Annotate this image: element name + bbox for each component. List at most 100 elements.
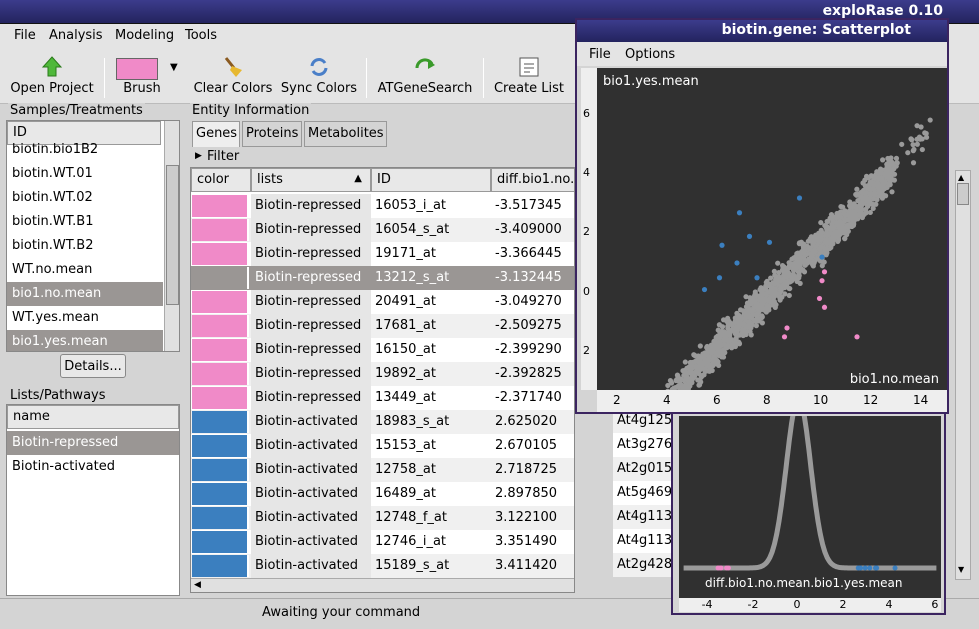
cell-id: 19892_at [375,366,436,381]
color-swatch [192,459,249,481]
sample-item[interactable]: biotin.WT.02 [12,190,93,205]
table-row[interactable]: Biotin-activated 16489_at 2.897850 [191,482,574,506]
scatter-point [716,339,722,345]
list-item-biotin-activated[interactable]: Biotin-activated [12,459,115,474]
app-title: exploRase 0.10 [822,3,943,19]
sample-item[interactable]: biotin.bio1B2 [12,142,99,157]
open-project-button[interactable]: Open Project [6,52,98,102]
sync-icon [310,58,328,76]
scatter-menu-options[interactable]: Options [625,47,676,62]
horizontal-scrollbar[interactable]: ◀ [191,578,574,592]
scatter-point [801,259,807,265]
col-lists-header[interactable]: lists ▲ [251,168,371,192]
chevron-down-icon[interactable]: ▼ [170,62,178,73]
lists-title: Lists/Pathways [8,388,108,403]
samples-id-header[interactable]: ID [7,121,161,145]
density-point [725,565,731,571]
table-row[interactable]: Biotin-activated 15153_at 2.670105 [191,434,574,458]
filter-expander[interactable]: Filter [207,149,240,164]
sync-colors-button[interactable]: Sync Colors [279,52,359,102]
cell-diff: -2.509275 [495,318,562,333]
scatter-point [821,304,828,310]
cell-id: 15153_at [375,438,436,453]
list-item-biotin-repressed[interactable]: Biotin-repressed [7,431,179,455]
tab-genes[interactable]: Genes [192,121,240,147]
cell-diff: 3.411420 [495,558,558,573]
col-color-header[interactable]: color [191,168,251,192]
genes-table: color lists ▲ ID diff.bio1.no... Biotin-r… [190,167,575,593]
sync-colors-label: Sync Colors [280,81,358,96]
details-button[interactable]: Details... [60,354,126,378]
table-row[interactable]: Biotin-repressed 19171_at -3.366445 [191,242,574,266]
table-row[interactable]: Biotin-repressed 19892_at -2.392825 [191,362,574,386]
atgenesearch-button[interactable]: ATGeneSearch [374,52,476,102]
density-point [718,565,724,571]
scatter-points [664,117,933,413]
scatter-plot-area[interactable]: bio1.yes.mean bio1.no.mean [597,68,947,413]
scatter-point [851,203,857,210]
menu-analysis[interactable]: Analysis [49,28,103,43]
table-row[interactable]: Biotin-activated 12748_f_at 3.122100 [191,506,574,530]
sample-item[interactable]: biotin.WT.01 [12,166,93,181]
col-lists-label: lists [257,172,283,187]
scroll-down-icon[interactable]: ▼ [958,565,965,574]
scatter-menu-file[interactable]: File [589,47,611,62]
scatter-point [759,292,765,298]
samples-scrollbar[interactable] [164,121,179,351]
color-swatch [192,339,249,361]
tab-metabolites[interactable]: Metabolites [304,121,387,147]
scroll-left-icon[interactable]: ◀ [194,580,201,590]
scroll-up-icon[interactable]: ▲ [958,173,965,182]
sample-item[interactable]: bio1.no.mean [7,282,163,306]
expander-arrow-icon[interactable]: ▶ [195,151,202,161]
col-id-header[interactable]: ID [371,168,491,192]
density-plot-area[interactable]: diff.bio1.no.mean.bio1.yes.mean [679,394,941,598]
scatter-point [704,344,710,351]
sample-item[interactable]: biotin.WT.B1 [12,214,94,229]
menu-file[interactable]: File [14,28,36,43]
sample-item[interactable]: biotin.WT.B2 [12,238,94,253]
scatter-point [810,263,816,269]
scatter-point [727,337,734,344]
menu-modeling[interactable]: Modeling [115,28,175,43]
table-row[interactable]: Biotin-repressed 17681_at -2.509275 [191,314,574,338]
table-row[interactable]: Biotin-activated 12746_i_at 3.351490 [191,530,574,554]
scatter-point [828,227,834,233]
scatter-point [701,286,708,293]
brush-button[interactable]: ▼ Brush [112,52,186,102]
table-row[interactable]: Biotin-repressed 16150_at -2.399290 [191,338,574,362]
cell-lists: Biotin-activated [251,530,371,554]
table-row[interactable]: Biotin-repressed 16054_s_at -3.409000 [191,218,574,242]
scatter-point [854,334,860,340]
scatter-point [766,239,773,245]
menu-tools[interactable]: Tools [185,28,218,43]
scatter-point [835,235,842,241]
cell-locus: At5g469 [613,481,673,505]
table-row[interactable]: Biotin-repressed 13449_at -2.371740 [191,386,574,410]
scrollbar-thumb[interactable] [166,165,179,305]
scatter-point [701,353,708,359]
lists-name-header[interactable]: name [7,405,179,429]
table-row[interactable]: Biotin-activated 15189_s_at 3.411420 [191,554,574,578]
cell-diff: 3.351490 [495,534,558,549]
scatter-point [716,362,722,369]
table-row[interactable]: Biotin-repressed 16053_i_at -3.517345 [191,194,574,218]
scatter-point [768,275,774,281]
create-list-button[interactable]: Create List [491,52,567,102]
sample-item[interactable]: WT.yes.mean [12,310,99,325]
table-row[interactable]: Biotin-repressed 13212_s_at -3.132445 [191,266,574,290]
cell-diff: 2.718725 [495,462,558,477]
scatter-point [775,260,781,266]
scrollbar-thumb[interactable] [957,183,969,205]
tab-proteins[interactable]: Proteins [242,121,302,147]
sample-item[interactable]: WT.no.mean [12,262,93,277]
table-row[interactable]: Biotin-activated 12758_at 2.718725 [191,458,574,482]
sample-item[interactable]: bio1.yes.mean [7,330,163,351]
scatter-point [732,331,738,337]
col-diff-header[interactable]: diff.bio1.no... [491,168,574,192]
vertical-scrollbar[interactable]: ▲ ▼ [955,170,971,580]
clear-colors-button[interactable]: Clear Colors [192,52,274,102]
table-row[interactable]: Biotin-activated 18983_s_at 2.625020 [191,410,574,434]
table-row[interactable]: Biotin-repressed 20491_at -3.049270 [191,290,574,314]
scatter-point [775,292,781,298]
